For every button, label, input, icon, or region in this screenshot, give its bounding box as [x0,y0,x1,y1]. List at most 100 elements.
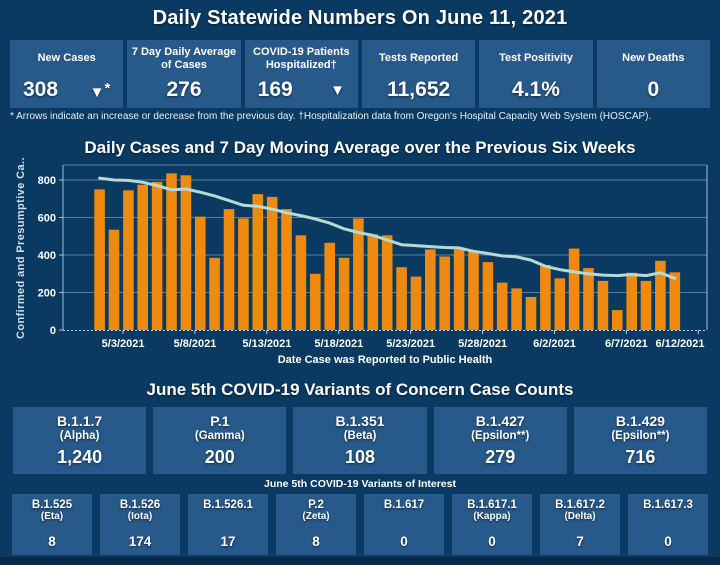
variant-count: 279 [485,447,516,467]
y-axis-tick-label: 200 [38,288,56,300]
daily-cases-bar[interactable] [655,260,666,330]
daily-cases-bar[interactable] [353,218,364,330]
stat-card-label: Test Positivity [499,52,573,65]
variant-card: B.1.617.2 (Delta) 7 [540,494,620,555]
daily-cases-bar[interactable] [540,264,551,330]
daily-cases-bar[interactable] [151,181,163,330]
stat-card-label: Tests Reported [379,52,459,65]
daily-cases-bar[interactable] [108,229,120,330]
daily-cases-bar[interactable] [310,273,321,331]
daily-cases-bar[interactable] [381,235,393,330]
daily-cases-bar[interactable] [238,218,249,330]
y-axis-tick-label: 400 [38,250,56,262]
page-title: Daily Statewide Numbers On June 11, 2021 [152,7,568,29]
variant-name: B.1.525 [31,499,73,511]
daily-cases-bar[interactable] [396,267,407,330]
variants-of-interest-row: B.1.525 (Eta) 8 B.1.526 (Iota) 174 B.1.526.1 17… [12,494,708,555]
stat-card: New Cases 308 ▼* [10,40,124,108]
x-axis-tick-label: 5/23/2021 [386,338,435,350]
stats-row: New Cases 308 ▼* 7 Day Daily Average of Cas… [10,40,710,108]
daily-cases-bar[interactable] [669,272,681,331]
daily-cases-bar[interactable] [482,262,494,330]
daily-cases-bar[interactable] [137,184,148,330]
variant-count: 17 [220,534,236,549]
variant-greek-name: (Alpha) [59,430,100,442]
y-axis-title: Confirmed and Presumptive Ca.. [15,157,27,339]
variant-name: B.1.526.1 [203,499,253,511]
daily-cases-bar[interactable] [166,173,177,330]
variant-card: B.1.617 0 [364,494,444,555]
daily-cases-bar[interactable] [180,175,192,330]
daily-cases-bar[interactable] [266,196,278,330]
variant-count: 1,240 [57,447,103,467]
daily-cases-bar[interactable] [252,194,264,330]
y-axis-tick-label: 600 [38,213,56,225]
variant-name: B.1.1.7 [57,413,103,429]
variant-card: B.1.617.3 0 [628,494,708,555]
daily-cases-bar[interactable] [568,248,580,330]
daily-cases-bar[interactable] [453,249,465,330]
daily-cases-bar[interactable] [583,268,594,330]
daily-cases-bar[interactable] [209,257,220,330]
variant-greek-name: (Kappa) [473,511,511,522]
x-axis-tick-label: 6/12/2021 [656,338,705,350]
variant-count: 0 [664,534,672,549]
stat-card: New Deaths 0 [596,40,710,108]
daily-cases-bar[interactable] [410,276,422,330]
variant-greek-name: (Epsilon**) [471,430,530,442]
daily-cases-bar[interactable] [338,257,350,330]
stat-card-value-row: 308 ▼* [10,76,123,108]
daily-cases-bar[interactable] [496,282,508,330]
variant-count: 174 [128,534,152,549]
stat-card-value-row: 276 [127,76,240,108]
variant-card: B.1.351 (Beta) 108 [293,407,427,474]
x-axis-tick-label: 6/2/2021 [533,338,576,350]
variant-count: 0 [400,534,408,549]
variants-of-concern-row: B.1.1.7 (Alpha) 1,240 P.1 (Gamma) 200 B.1.351(… [13,407,708,474]
variant-name: P.2 [308,499,324,511]
stat-card-label: COVID-19 Patients Hospitalized† [253,45,350,71]
variant-card: B.1.617.1 (Kappa) 0 [452,494,532,555]
variant-greek-name: (Beta) [343,430,377,442]
moving-average-line[interactable] [98,176,677,280]
variant-count: 108 [344,447,376,467]
daily-cases-bar[interactable] [94,189,105,330]
decrease-arrow-glyph: ▼ [330,81,345,99]
variant-name: B.1.617.3 [643,499,693,511]
daily-cases-bar[interactable] [123,190,134,330]
daily-cases-bar[interactable] [597,280,609,330]
stat-card-label: New Deaths [622,52,685,65]
daily-cases-bar[interactable] [367,234,379,330]
daily-cases-bar[interactable] [439,256,450,331]
stat-card-value-row: 0 [597,76,710,108]
daily-cases-bar[interactable] [295,235,307,330]
daily-cases-bar[interactable] [281,209,292,330]
daily-cases-bar[interactable] [324,242,335,330]
x-axis-title: Date Case was Reported to Public Health [278,354,493,366]
stat-card-value-row: 11,652 [362,76,475,108]
x-axis-tick-label: 5/18/2021 [314,338,363,350]
chart-title: Daily Cases and 7 Day Moving Average ove… [84,138,636,157]
daily-cases-bar[interactable] [612,310,623,330]
variant-count: 200 [204,447,235,467]
variant-name: P.1 [210,413,230,429]
variant-count: 8 [48,534,56,549]
stat-card-value: 169 [257,78,293,101]
footnote: * Arrows indicate an increase or decreas… [10,111,652,122]
daily-cases-bar[interactable] [468,251,479,331]
daily-cases-bar[interactable] [425,249,436,330]
stat-card: Test Positivity 4.1% [479,40,593,108]
daily-cases-bar[interactable] [195,216,206,330]
daily-cases-bar[interactable] [640,280,652,330]
variant-card: P.2 (Zeta) 8 [276,494,356,555]
daily-cases-bar[interactable] [223,209,235,330]
daily-cases-bar[interactable] [626,272,637,330]
daily-cases-bar[interactable] [525,297,537,330]
stat-card-value: 11,652 [387,78,451,101]
decrease-arrow-glyph: ▼ [89,83,105,101]
daily-cases-bar[interactable] [511,288,522,330]
variant-count: 0 [488,534,496,549]
daily-cases-bar[interactable] [554,278,566,331]
variant-card: P.1 (Gamma) 200 [153,407,287,474]
